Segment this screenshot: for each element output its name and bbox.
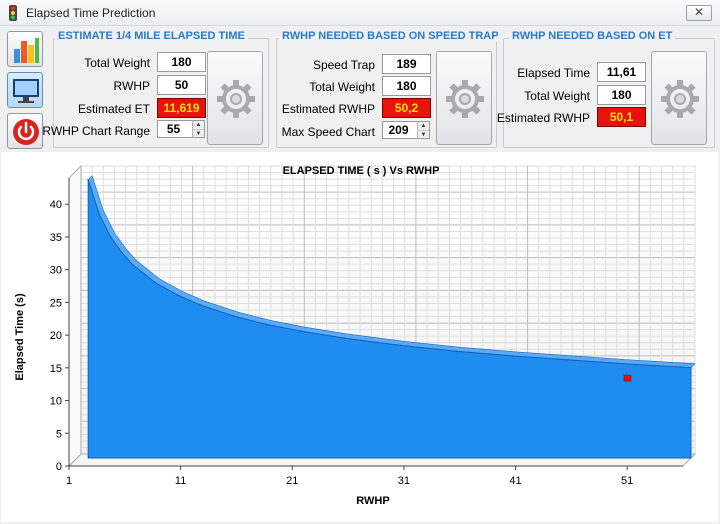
speed-total-weight-input[interactable]: 180: [382, 76, 431, 96]
series-point: [199, 304, 201, 306]
series-point: [109, 235, 112, 238]
series-point: [690, 366, 692, 369]
series-point: [120, 251, 123, 254]
elapsed-time-label: Elapsed Time: [517, 66, 590, 80]
series-point: [232, 315, 235, 317]
x-tick-label: 41: [509, 475, 521, 487]
chart-title: ELAPSED TIME ( s ) Vs RWHP: [283, 165, 440, 177]
speed-total-weight-label: Total Weight: [309, 80, 375, 94]
y-tick-label: 20: [50, 330, 62, 342]
max-speed-value: 209: [388, 123, 409, 137]
x-tick-label: 31: [398, 475, 410, 487]
calculate-speed-button[interactable]: [436, 51, 492, 145]
speed-trap-title: RWHP NEEDED BASED ON SPEED TRAP: [279, 30, 502, 42]
calculate-rwhp-button[interactable]: [651, 51, 707, 145]
power-button[interactable]: [7, 113, 43, 149]
title-bar: Elapsed Time Prediction ✕: [0, 0, 720, 26]
max-speed-spinner[interactable]: 209 ▲ ▼: [382, 121, 430, 139]
et-total-weight-input[interactable]: 180: [597, 85, 646, 105]
spin-down-icon[interactable]: ▼: [417, 130, 429, 138]
series-point: [399, 344, 402, 347]
chart-left-wall: [68, 164, 82, 468]
spin-down-icon[interactable]: ▼: [192, 129, 204, 137]
et-total-weight-label: Total Weight: [524, 89, 590, 103]
series-point: [344, 337, 346, 340]
total-weight-input[interactable]: 180: [157, 52, 206, 72]
chart-button[interactable]: [7, 31, 43, 67]
speed-estimated-rwhp-value: 50,2: [382, 98, 431, 118]
spin-up-icon[interactable]: ▲: [417, 122, 429, 130]
y-tick-label: 35: [50, 232, 62, 244]
speed-estimated-rwhp-label: Estimated RWHP: [281, 102, 375, 116]
series-point: [455, 350, 458, 353]
spin-up-icon[interactable]: ▲: [192, 121, 204, 129]
estimate-et-title: ESTIMATE 1/4 MILE ELAPSED TIME: [55, 30, 248, 42]
estimated-et-label: Estimated ET: [77, 102, 150, 116]
area-front-face: [87, 179, 692, 459]
x-tick-label: 11: [175, 475, 186, 487]
et-estimated-rwhp-label: Estimated RWHP: [496, 111, 590, 125]
chart-area-series: [87, 175, 696, 459]
elapsed-time-chart: 0 5 10 15 20 25 30 35 40 1 11 21 31 41 51 ELAPSED TIME…: [1, 152, 718, 522]
y-axis-label: Elapsed Time (s): [14, 293, 26, 381]
chart-range-spinner[interactable]: 55 ▲ ▼: [157, 120, 205, 138]
y-tick-label: 40: [50, 199, 62, 211]
gear-icon: [446, 80, 484, 118]
gear-icon: [661, 80, 699, 118]
rwhp-et-title: RWHP NEEDED BASED ON ET: [509, 30, 676, 42]
et-estimated-rwhp-value: 50,1: [597, 107, 646, 127]
series-point: [154, 281, 156, 284]
traffic-light-icon: [9, 5, 17, 21]
estimated-et-value: 11,619: [157, 98, 206, 118]
total-weight-label: Total Weight: [84, 56, 150, 70]
rwhp-input[interactable]: 50: [157, 75, 206, 95]
x-axis-label: RWHP: [356, 495, 389, 507]
series-point: [623, 362, 625, 365]
series-point: [98, 213, 101, 216]
chart-range-value: 55: [166, 122, 181, 136]
gear-icon: [217, 80, 255, 118]
bar-chart-icon: [14, 38, 39, 63]
x-tick-label: 51: [621, 475, 633, 487]
monitor-icon: [13, 79, 39, 103]
series-point: [511, 355, 514, 357]
monitor-button[interactable]: [7, 72, 43, 108]
window-title: Elapsed Time Prediction: [26, 6, 156, 20]
y-tick-label: 0: [56, 461, 62, 473]
x-tick-label: 1: [66, 475, 72, 487]
highlight-point: [623, 374, 632, 382]
series-point: [176, 294, 179, 296]
y-tick-label: 30: [50, 265, 62, 277]
y-tick-label: 15: [50, 363, 62, 375]
series-point: [567, 359, 569, 361]
y-tick-label: 5: [56, 428, 62, 440]
max-speed-label: Max Speed Chart: [281, 125, 375, 139]
series-point: [87, 179, 89, 181]
series-point: [132, 264, 134, 266]
y-tick-label: 25: [50, 297, 62, 309]
close-button[interactable]: ✕: [686, 5, 712, 21]
series-point: [679, 366, 681, 368]
speed-trap-label: Speed Trap: [312, 58, 375, 72]
chart-range-label: RWHP Chart Range: [42, 124, 150, 138]
power-icon: [13, 119, 39, 145]
rwhp-label: RWHP: [113, 79, 150, 93]
speed-trap-input[interactable]: 189: [382, 54, 431, 74]
series-point: [299, 330, 302, 332]
elapsed-time-input[interactable]: 11,61: [597, 62, 646, 82]
calculate-et-button[interactable]: [207, 51, 263, 145]
y-tick-label: 10: [50, 396, 62, 408]
x-tick-label: 21: [286, 475, 298, 487]
series-point: [265, 323, 268, 326]
